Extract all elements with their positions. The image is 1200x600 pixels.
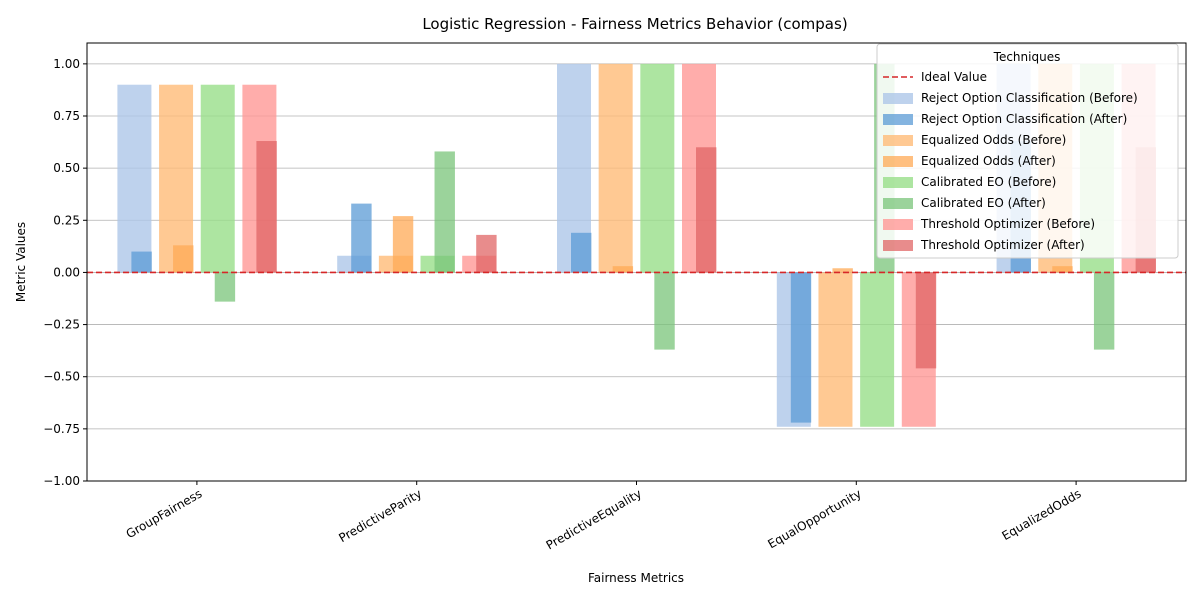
bar xyxy=(351,203,372,273)
legend-label: Reject Option Classification (Before) xyxy=(921,91,1138,105)
legend-swatch xyxy=(883,135,913,146)
legend: Techniques Ideal Value Reject Option Clas… xyxy=(876,43,1179,259)
legend-label: Calibrated EO (After) xyxy=(921,196,1046,210)
bar xyxy=(915,272,937,369)
legend-swatch xyxy=(883,198,913,209)
legend-swatch xyxy=(883,240,913,251)
y-tick-label: 1.00 xyxy=(53,57,80,71)
x-tick-label: GroupFairness xyxy=(124,486,205,541)
bar xyxy=(159,84,194,273)
x-tick-label: EqualizedOdds xyxy=(999,486,1083,543)
x-axis-label: Fairness Metrics xyxy=(588,571,684,585)
bar xyxy=(131,251,152,273)
bar xyxy=(173,245,194,273)
bar xyxy=(598,63,633,273)
bar xyxy=(640,63,675,273)
y-tick-label: −0.25 xyxy=(43,318,80,332)
bar xyxy=(1093,272,1115,350)
x-tick-label: PredictiveParity xyxy=(336,486,424,545)
y-tick-label: −1.00 xyxy=(43,474,80,488)
x-tick-label: EqualOpportunity xyxy=(765,486,863,551)
chart-title: Logistic Regression - Fairness Metrics B… xyxy=(422,15,847,33)
bar xyxy=(1052,266,1073,273)
legend-label: Equalized Odds (After) xyxy=(921,154,1056,168)
legend-label: Calibrated EO (Before) xyxy=(921,175,1056,189)
bar xyxy=(612,266,634,273)
bar xyxy=(860,272,895,427)
legend-title: Techniques xyxy=(993,50,1061,64)
legend-box xyxy=(876,43,1179,259)
y-tick-label: 0.75 xyxy=(53,109,80,123)
legend-label: Threshold Optimizer (After) xyxy=(920,238,1085,252)
bar xyxy=(696,147,717,273)
legend-label: Threshold Optimizer (Before) xyxy=(920,217,1095,231)
y-tick-label: −0.75 xyxy=(43,422,80,436)
y-tick-label: 0.00 xyxy=(53,265,80,279)
y-tick-label: 0.50 xyxy=(53,161,80,175)
legend-swatch xyxy=(883,93,913,104)
y-axis-ticks: −1.00 −0.75 −0.50 −0.25 0.00 0.25 0.50 0.75 1.00 xyxy=(43,57,87,488)
x-tick-label: PredictiveEquality xyxy=(544,486,644,552)
bar xyxy=(434,151,455,273)
y-axis-label: Metric Values xyxy=(14,222,28,302)
legend-label: Reject Option Classification (After) xyxy=(921,112,1127,126)
legend-swatch xyxy=(883,177,913,188)
legend-swatch xyxy=(883,219,913,230)
bar xyxy=(476,234,497,273)
bar xyxy=(117,84,152,273)
bar xyxy=(392,216,414,273)
x-axis-ticks: GroupFairness PredictiveParity PredictiveE… xyxy=(124,481,1084,552)
bar xyxy=(654,272,675,350)
legend-items: Ideal Value Reject Option Classification … xyxy=(883,70,1138,252)
legend-swatch xyxy=(883,156,913,167)
bar xyxy=(214,272,236,302)
legend-swatch xyxy=(883,114,913,125)
y-tick-label: 0.25 xyxy=(53,213,80,227)
bar xyxy=(256,141,277,273)
bar xyxy=(818,272,853,427)
y-tick-label: −0.50 xyxy=(43,370,80,384)
bar xyxy=(571,232,592,273)
legend-label: Equalized Odds (Before) xyxy=(921,133,1066,147)
bar xyxy=(200,84,235,273)
bar xyxy=(790,272,812,423)
bar xyxy=(832,268,853,273)
legend-label: Ideal Value xyxy=(921,70,987,84)
